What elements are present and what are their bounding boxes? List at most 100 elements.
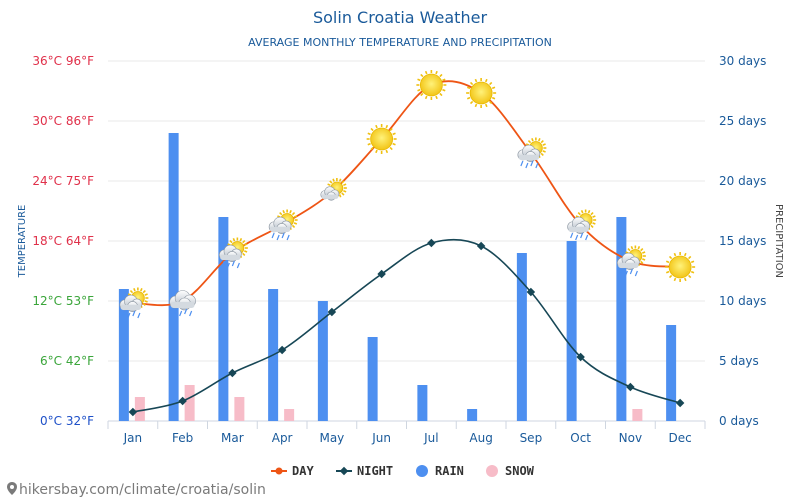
sun-ray [327,183,331,187]
night-point [277,345,287,355]
rain-drop [236,262,240,269]
sun-ray [424,95,428,100]
sun-icon [466,78,497,108]
sun-ray [385,124,389,129]
sun-ray [341,192,345,196]
rain-drops-icon [122,310,141,319]
rain-drop [530,160,534,167]
legend-marker [339,466,349,476]
sun-ray [688,274,692,279]
sun-ray [587,209,591,214]
sun-ray [668,255,673,260]
rain-drop [619,268,623,275]
night-point [626,382,635,392]
rain-drop [585,234,589,241]
night-point [526,287,536,297]
sun-ray [144,300,148,303]
rain-drop [221,260,225,267]
x-tick-label: Jun [371,431,391,445]
right-tick-label: 0 days [719,414,759,428]
legend: DAY NIGHT RAIN SNOW [271,464,535,478]
sun-ray [338,178,342,182]
left-axis-ticks: 0°C 32°F 6°C 42°F 12°C 53°F 18°C 64°F 24°C 7… [32,54,94,428]
weather-icon-sun-cloud-rain [219,237,248,269]
rain-drop [127,312,131,319]
location-pin-icon [7,482,17,495]
sun-ray [293,215,298,218]
rain-drop [132,310,136,317]
night-point [178,396,187,406]
rain-bar [417,385,428,421]
x-tick-label: Sep [520,431,543,445]
cloud-icon [617,252,640,270]
temperature-lines [128,80,685,417]
legend-label: SNOW [505,464,535,478]
weather-icon-sun-cloud-rain [567,209,597,241]
sun-ray [668,274,673,279]
rain-drop [634,270,638,277]
weather-icons [119,70,696,319]
sun-ray [542,143,546,146]
legend-item-night: NIGHT [336,464,393,478]
sun-ray [577,212,581,216]
snow-bar [184,385,195,421]
sun-ray [338,194,342,198]
rain-drop [624,270,628,277]
sun-ray [133,287,136,292]
sun-ray [474,78,478,83]
right-tick-label: 10 days [719,294,766,308]
rain-bar [566,241,577,421]
sun-ray [489,100,493,105]
night-line [132,238,681,413]
chart-title: Solin Croatia Weather [313,8,487,27]
night-point [377,269,386,279]
snow-bar [134,397,145,421]
sun-ray [392,132,396,136]
sun-ray [637,245,641,250]
sun-ray [385,149,389,154]
legend-marker [275,467,283,475]
night-point [476,241,486,251]
sun-ray [282,209,285,214]
cloud-icon [567,216,590,234]
rain-drop [281,232,285,239]
left-tick-label: 0°C 32°F [40,414,94,428]
sun-ray [293,222,298,225]
sun-ray [291,212,296,216]
cloud-icon [169,290,196,311]
sun-ray [367,132,371,136]
sun-ray [592,222,596,225]
sun-ray [531,137,534,142]
x-axis-ticks: Jan Feb Mar Apr May Jun Jul Aug Sep Oct Nov Dec [107,421,706,445]
weather-icon-sun-cloud-rain [119,287,149,319]
sun-ray [469,81,474,86]
sun-ray [291,224,296,228]
sun-ray [683,277,687,282]
snow-bar [632,409,643,421]
sun-ray [466,86,471,90]
sun-ray [242,240,246,244]
day-line [132,80,681,307]
left-tick-label: 18°C 64°F [32,234,94,248]
sun-ray [343,183,347,187]
sun-ray [590,224,594,228]
sun-ray [665,270,670,274]
sun-ray [469,100,474,105]
night-point [128,407,138,417]
sun-ray [630,245,634,250]
rain-drop [179,310,183,317]
sun-ray [232,237,236,242]
legend-marker [486,465,498,477]
sun-ray [144,293,148,296]
footer-source[interactable]: hikersbay.com/climate/croatia/solin [7,482,266,498]
sun-disc [419,73,443,97]
night-point [327,307,337,317]
sun-ray [142,290,146,294]
rain-bar [118,289,129,421]
sun-ray [420,92,424,97]
sun-ray [389,127,393,132]
cloud-base [170,302,195,308]
rain-drop [286,234,290,241]
sun-ray [129,290,134,294]
